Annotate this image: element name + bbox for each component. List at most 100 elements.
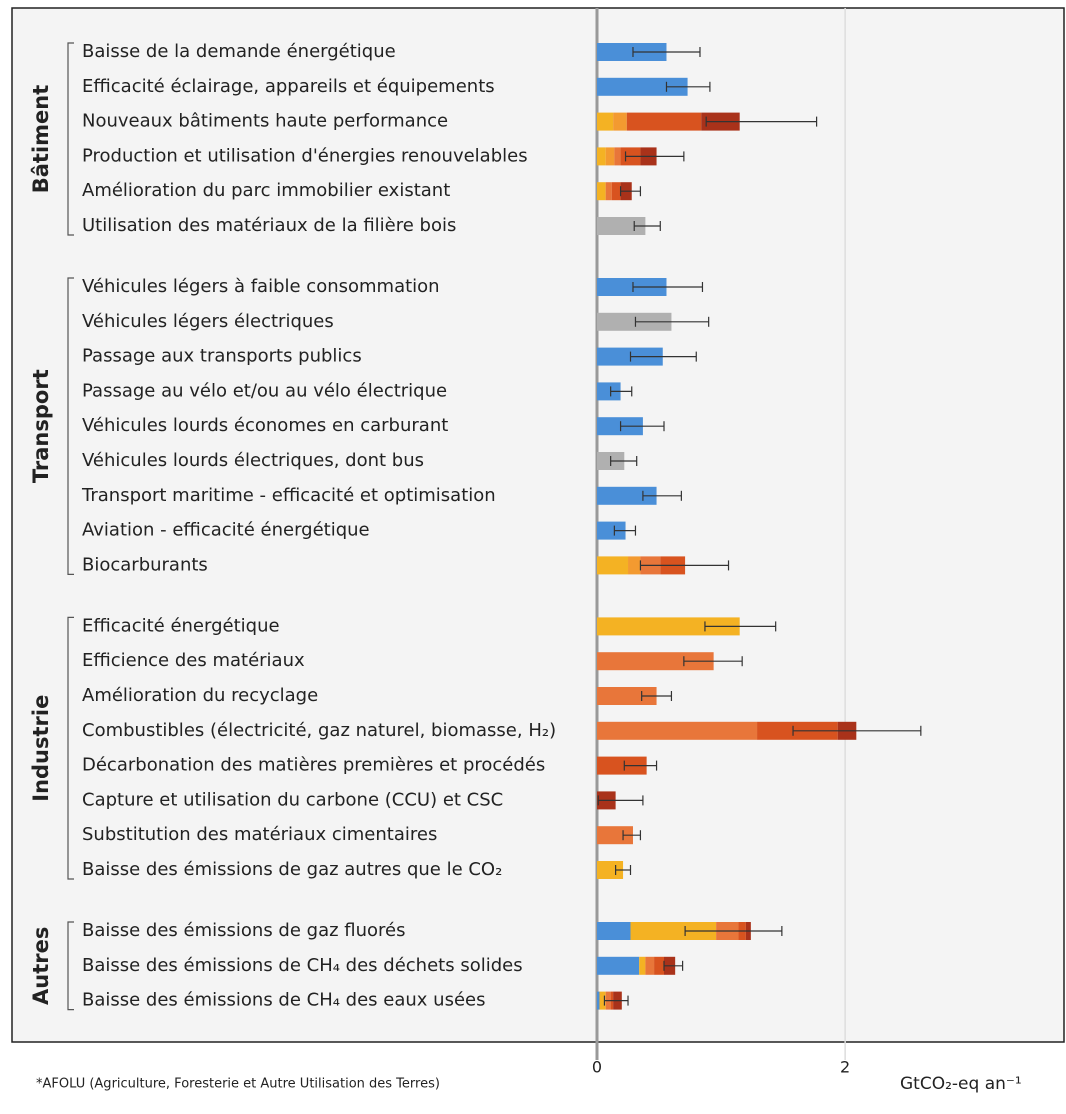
bar-segment [597, 521, 626, 540]
bar-segment [597, 217, 646, 235]
category-label: Baisse des émissions de gaz fluorés [82, 920, 405, 941]
bar-segment [654, 956, 664, 975]
category-label: Production et utilisation d'énergies ren… [82, 145, 528, 166]
bar-segment [597, 43, 667, 61]
category-label: Baisse des émissions de CH₄ des déchets … [82, 955, 523, 976]
error-bar [705, 116, 818, 127]
bar-segment [639, 956, 646, 975]
category-label: Passage au vélo et/ou au vélo électrique [82, 380, 447, 401]
error-bar [633, 221, 661, 231]
category-label: Substitution des matériaux cimentaires [82, 824, 437, 845]
bar-segment [630, 922, 717, 940]
bar-segment [611, 182, 621, 201]
bar-segment [597, 861, 624, 879]
error-bar [665, 81, 711, 92]
bar-segment [597, 312, 672, 331]
category-label: Baisse des émissions de CH₄ des eaux usé… [82, 990, 485, 1011]
footnote: *AFOLU (Agriculture, Foresterie et Autre… [36, 1077, 440, 1092]
error-bar [641, 691, 673, 701]
error-bar [634, 316, 710, 327]
category-label: Véhicules légers à faible consommation [82, 276, 440, 297]
bar-segment [605, 182, 612, 201]
x-tick-label: 0 [592, 1058, 602, 1077]
error-bar [663, 960, 684, 971]
panel [11, 7, 1065, 1043]
bar-segment [597, 486, 657, 505]
bar-segment [597, 417, 643, 436]
error-bar [610, 386, 633, 397]
group-label: Bâtiment [29, 85, 53, 194]
category-label: Capture et utilisation du carbone (CCU) … [82, 789, 503, 810]
bar-segment [597, 956, 640, 975]
error-bar [632, 47, 701, 57]
bar-segment [599, 991, 606, 1010]
category-label: Combustibles (électricité, gaz naturel, … [82, 720, 556, 741]
bar-segment [597, 652, 714, 671]
bar-segment [597, 826, 633, 845]
category-label: Véhicules légers électriques [82, 311, 334, 332]
group-label: Industrie [29, 695, 53, 802]
error-bar [610, 456, 638, 466]
group-bracket [67, 42, 74, 236]
category-label: Efficacité éclairage, appareils et équip… [82, 76, 495, 97]
category-label: Décarbonation des matières premières et … [82, 755, 545, 776]
bar-segment [597, 756, 647, 775]
bar-segment [597, 617, 740, 636]
error-bar [603, 995, 629, 1006]
bar-segment [597, 347, 663, 366]
error-bar [597, 795, 644, 806]
bar-segment [597, 147, 606, 166]
category-label: Passage aux transports publics [82, 346, 362, 367]
x-tick-label: 2 [840, 1058, 850, 1077]
bar-segment [613, 112, 627, 131]
bar-segment [597, 382, 621, 401]
category-label: Efficience des matériaux [82, 650, 305, 671]
x-axis-label: GtCO₂-eq an⁻¹ [900, 1074, 1022, 1094]
category-label: Efficacité énergétique [82, 615, 280, 636]
error-bar [639, 560, 730, 571]
error-bar [623, 760, 658, 771]
group-label: Autres [29, 927, 53, 1005]
error-bar [629, 351, 697, 362]
bar-segment [626, 112, 702, 131]
category-label: Baisse de la demande énergétique [82, 41, 396, 62]
error-bar [624, 151, 685, 162]
group-bracket [67, 921, 74, 1011]
error-bar [619, 421, 665, 432]
error-bar [684, 926, 783, 936]
category-label: Amélioration du parc immobilier existant [82, 180, 450, 201]
error-bar [615, 865, 632, 875]
bar-segment [597, 278, 667, 296]
error-bar [622, 830, 642, 841]
category-label: Véhicules lourds électriques, dont bus [82, 450, 424, 471]
bar-segment [597, 77, 688, 96]
error-bar [642, 490, 682, 501]
category-label: Biocarburants [82, 554, 208, 575]
bar-segment [614, 147, 621, 166]
group-bracket [67, 616, 74, 880]
bar-segment [628, 556, 641, 575]
bar-segment [597, 182, 606, 201]
bar-segment [597, 556, 629, 575]
bar-segment [597, 721, 758, 740]
category-label: Nouveaux bâtiments haute performance [82, 111, 448, 132]
bar-segment [597, 112, 614, 131]
error-bar [619, 186, 642, 197]
error-bar [704, 621, 777, 632]
category-label: Baisse des émissions de gaz autres que l… [82, 859, 502, 880]
error-bar [632, 282, 704, 292]
category-label: Transport maritime - efficacité et optim… [81, 485, 496, 506]
category-label: Aviation - efficacité énergétique [82, 520, 370, 541]
bar-segment [645, 956, 655, 975]
category-label: Véhicules lourds économes en carburant [82, 415, 448, 436]
group-label: Transport [29, 369, 53, 483]
error-bar [792, 725, 922, 736]
error-bar [613, 525, 637, 536]
bar-segment [597, 922, 631, 940]
error-bar [683, 656, 743, 667]
bar-segment [597, 991, 600, 1010]
bar-segment [605, 147, 615, 166]
group-bracket [67, 277, 74, 575]
category-label: Amélioration du recyclage [82, 685, 318, 706]
